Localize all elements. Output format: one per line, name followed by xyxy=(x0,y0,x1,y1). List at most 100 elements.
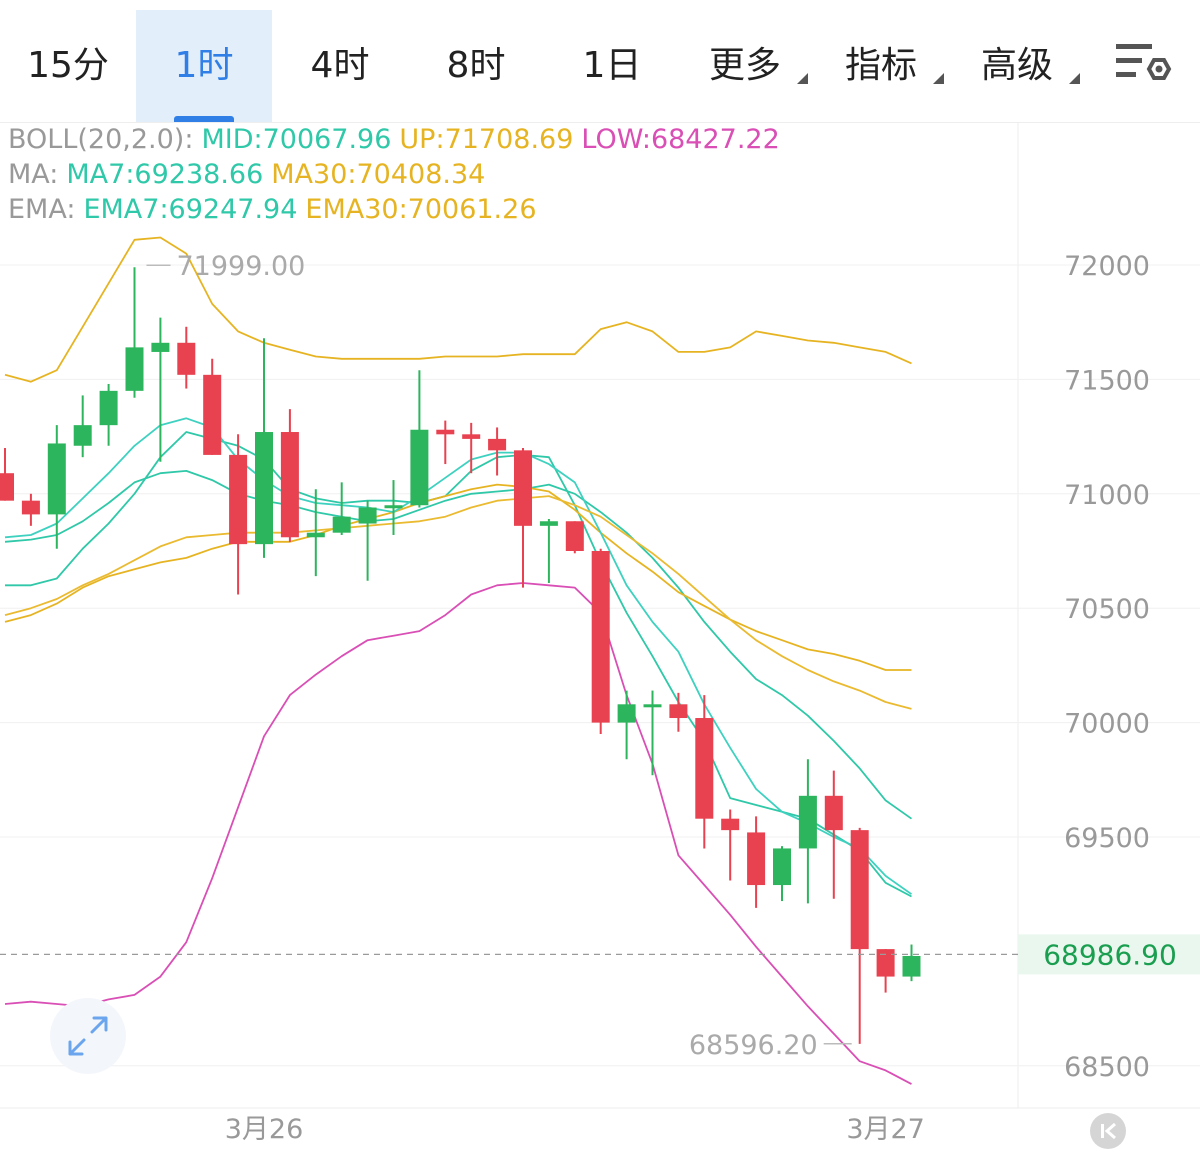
candle-body xyxy=(384,505,403,509)
ema-label: EMA: xyxy=(8,194,76,225)
candle-body xyxy=(669,704,688,719)
candle-body xyxy=(902,955,921,977)
tab-label: 高级 xyxy=(980,45,1053,86)
candle-body xyxy=(773,848,791,886)
tab-indicators-dropdown[interactable]: 指标 xyxy=(816,10,946,122)
candle-body xyxy=(643,704,662,708)
candle xyxy=(280,409,299,542)
price-markers: 71999.00 68596.20 68986.90 xyxy=(0,251,1200,1061)
ma-label: MA: xyxy=(8,159,59,190)
candle-body xyxy=(125,347,144,391)
expand-arrows-icon xyxy=(68,1016,108,1056)
dropdown-corner-icon xyxy=(797,73,808,84)
candle-body xyxy=(332,516,351,533)
candle xyxy=(617,690,636,760)
candle xyxy=(384,480,403,535)
candle-body xyxy=(488,438,507,451)
candle xyxy=(695,695,714,849)
indicator-line-ema30 xyxy=(4,495,912,710)
x-tick-label: 3月26 xyxy=(225,1114,304,1145)
y-tick-label: 68500 xyxy=(1064,1052,1150,1083)
x-tick-label: 3月27 xyxy=(846,1114,925,1145)
tab-1d[interactable]: 1日 xyxy=(544,10,680,122)
ema7-value: EMA7:69247.94 xyxy=(83,194,298,225)
candle-body xyxy=(436,429,455,435)
boll-label: BOLL(20,2.0): xyxy=(8,124,194,155)
candle-body xyxy=(514,450,532,526)
candle xyxy=(721,809,740,881)
candle-body xyxy=(539,521,558,526)
candle xyxy=(332,482,351,535)
tab-15m[interactable]: 15分 xyxy=(0,10,136,122)
candle xyxy=(255,338,273,558)
candle xyxy=(565,521,584,554)
tab-label: 4时 xyxy=(310,45,370,86)
tab-advanced-dropdown[interactable]: 高级 xyxy=(952,10,1082,122)
tab-label: 指标 xyxy=(844,45,917,86)
candle-body xyxy=(21,500,40,515)
candles xyxy=(0,267,921,1044)
candle-body xyxy=(177,342,196,375)
y-tick-label: 70500 xyxy=(1064,594,1150,625)
candle-body xyxy=(410,429,429,506)
ema-legend: EMA: EMA7:69247.94 EMA30:70061.26 xyxy=(8,194,545,225)
indicator-lines xyxy=(4,236,913,1085)
ema30-value: EMA30:70061.26 xyxy=(305,194,537,225)
candle xyxy=(436,420,455,465)
indicator-line-ema7 xyxy=(4,417,913,895)
tab-1h[interactable]: 1时 xyxy=(136,10,272,122)
candle-body xyxy=(73,425,92,446)
boll-low-value: LOW:68427.22 xyxy=(581,124,780,155)
tab-8h[interactable]: 8时 xyxy=(408,10,544,122)
tab-label: 15分 xyxy=(27,45,109,86)
tab-label: 更多 xyxy=(708,45,781,86)
candlestick-chart[interactable]: 71999.00 68596.20 68986.90 72000 71500 71000… xyxy=(0,122,1200,1149)
y-tick-label: 69500 xyxy=(1064,823,1150,854)
low-price-label: 68596.20 xyxy=(689,1030,818,1061)
candle xyxy=(99,383,118,446)
candle xyxy=(824,770,843,899)
candle-body xyxy=(747,832,766,886)
candle xyxy=(73,395,92,458)
y-tick-label: 70000 xyxy=(1064,709,1150,740)
scroll-to-latest-icon xyxy=(1101,1122,1116,1140)
indicator-line-mid xyxy=(4,469,913,820)
candle-body xyxy=(695,718,714,819)
candle-body xyxy=(358,507,377,524)
ma-legend: MA: MA7:69238.66 MA30:70408.34 xyxy=(8,159,493,190)
indicator-line-ma30 xyxy=(4,483,912,671)
current-price-tag xyxy=(1018,934,1200,975)
chart-settings-icon xyxy=(1116,44,1172,80)
dropdown-corner-icon xyxy=(1069,73,1080,84)
indicator-line-low xyxy=(4,582,912,1085)
tab-label: 8时 xyxy=(446,45,506,86)
candle-body xyxy=(203,374,222,455)
chart-settings-button[interactable] xyxy=(1114,38,1174,92)
indicator-line-ma7 xyxy=(5,431,912,898)
y-tick-label: 72000 xyxy=(1064,251,1150,282)
candle-body xyxy=(229,454,248,545)
candle-body xyxy=(721,818,740,831)
candle xyxy=(669,692,688,732)
candle-body xyxy=(99,390,118,426)
candle xyxy=(773,846,791,902)
scroll-to-latest-button[interactable] xyxy=(1090,1113,1126,1149)
candle-body xyxy=(306,532,325,538)
candle-body xyxy=(0,473,14,501)
tab-label: 1时 xyxy=(174,45,234,86)
tab-more-dropdown[interactable]: 更多 xyxy=(680,10,810,122)
candle xyxy=(21,493,40,526)
candle xyxy=(0,448,14,501)
axis-labels: 72000 71500 71000 70500 70000 69500 68500 3月26 3… xyxy=(225,251,1150,1145)
candle xyxy=(539,518,558,584)
candle-body xyxy=(591,551,610,723)
tab-4h[interactable]: 4时 xyxy=(272,10,408,122)
candle-body xyxy=(47,443,66,515)
boll-legend: BOLL(20,2.0): MID:70067.96 UP:71708.69 LOW:… xyxy=(8,124,788,155)
candle xyxy=(410,370,429,508)
candle xyxy=(203,358,222,455)
candle xyxy=(125,267,144,398)
candle-body xyxy=(617,704,636,723)
expand-chart-button[interactable] xyxy=(50,998,126,1074)
dropdown-corner-icon xyxy=(933,73,944,84)
